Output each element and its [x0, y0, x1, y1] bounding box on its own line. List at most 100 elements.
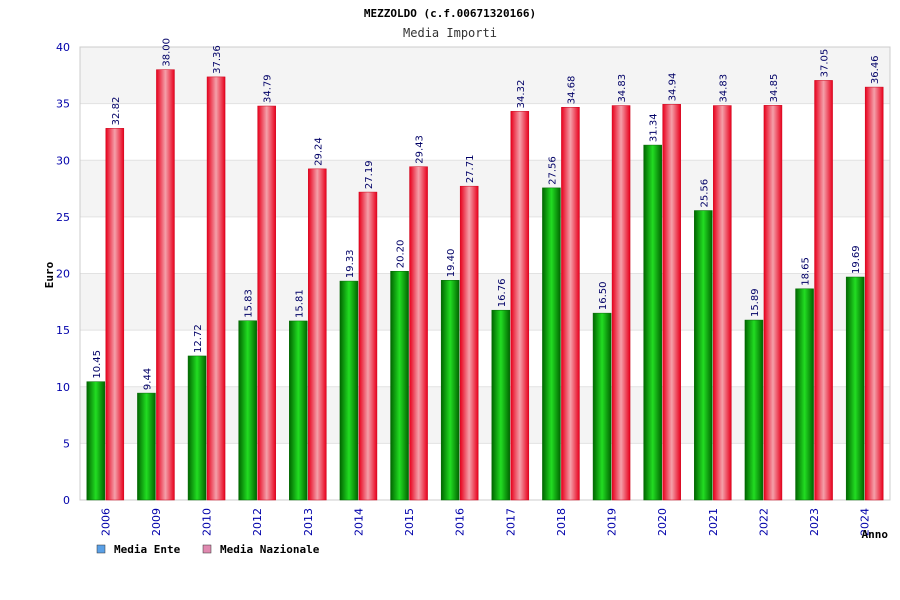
y-tick-label: 40: [56, 41, 70, 54]
bar-media-nazionale-2019: [611, 105, 631, 501]
data-label-media-nazionale-2015: 29.43: [415, 135, 426, 164]
data-label-media-nazionale-2022: 34.85: [769, 74, 780, 103]
data-label-media-nazionale-2023: 37.05: [820, 49, 831, 78]
bar-media-nazionale-2016: [459, 185, 479, 501]
bar-media-nazionale-2010: [206, 76, 226, 501]
bar-media-ente-2009: [137, 392, 156, 501]
chart-title: MEZZOLDO (c.f.00671320166): [364, 7, 536, 20]
x-tick-label-2019: 2019: [606, 508, 619, 536]
bar-media-ente-2019: [592, 312, 612, 501]
x-axis-ticks: 2006 2009 2010 2012 2013 2014 2015 2016 2017 2018…: [99, 508, 871, 536]
legend-swatch-media-nazionale: [202, 544, 212, 554]
x-tick-label-2009: 2009: [150, 508, 163, 536]
x-tick-label-2023: 2023: [808, 508, 821, 536]
data-label-media-ente-2017: 16.76: [497, 279, 508, 308]
bar-media-ente-2017: [491, 309, 511, 501]
y-tick-label: 30: [56, 154, 70, 167]
x-tick-label-2018: 2018: [555, 508, 568, 536]
data-label-media-ente-2015: 20.20: [396, 240, 407, 269]
bar-media-ente-2006: [86, 381, 106, 501]
data-label-media-nazionale-2021: 34.83: [718, 74, 729, 103]
bar-media-nazionale-2012: [257, 105, 276, 501]
data-label-media-nazionale-2010: 37.36: [212, 45, 223, 74]
x-tick-label-2013: 2013: [302, 508, 315, 536]
data-label-media-ente-2012: 15.83: [244, 289, 255, 318]
x-tick-label-2006: 2006: [99, 508, 112, 536]
bar-media-ente-2024: [845, 276, 865, 501]
y-tick-label: 5: [63, 437, 70, 450]
data-label-media-ente-2022: 15.89: [750, 288, 761, 317]
data-label-media-nazionale-2020: 34.94: [668, 73, 679, 102]
bar-media-ente-2012: [238, 320, 257, 501]
y-tick-label: 10: [56, 381, 70, 394]
y-tick-label: 25: [56, 211, 70, 224]
bar-media-nazionale-2009: [156, 69, 175, 501]
legend-label-media-ente: Media Ente: [114, 543, 181, 556]
data-label-media-ente-2013: 15.81: [294, 289, 305, 318]
data-label-media-ente-2009: 9.44: [142, 368, 153, 390]
data-label-media-ente-2014: 19.33: [345, 249, 356, 278]
y-tick-label: 0: [63, 494, 70, 507]
bar-media-nazionale-2022: [763, 105, 783, 501]
x-tick-label-2020: 2020: [656, 508, 669, 536]
y-axis-ticks: 0 5 10 15 20 25 30 35 40: [56, 41, 70, 507]
data-label-media-nazionale-2018: 34.68: [566, 76, 577, 105]
data-label-media-nazionale-2012: 34.79: [263, 74, 274, 103]
data-label-media-ente-2021: 25.56: [699, 179, 710, 208]
x-tick-label-2021: 2021: [707, 508, 720, 536]
bar-media-ente-2021: [694, 210, 713, 501]
data-label-media-nazionale-2024: 36.46: [870, 55, 881, 84]
legend-label-media-nazionale: Media Nazionale: [220, 543, 320, 556]
x-tick-label-2016: 2016: [454, 508, 467, 536]
bar-media-nazionale-2024: [864, 86, 884, 501]
bar-media-nazionale-2017: [510, 111, 530, 501]
data-label-media-nazionale-2006: 32.82: [111, 97, 122, 126]
x-tick-label-2015: 2015: [403, 508, 416, 536]
x-tick-label-2024: 2024: [859, 508, 872, 536]
bars: [86, 69, 884, 501]
bar-media-ente-2018: [542, 187, 561, 501]
data-label-media-ente-2006: 10.45: [92, 350, 103, 379]
bar-media-nazionale-2015: [409, 166, 428, 501]
x-axis-title: Anno: [862, 528, 889, 541]
data-label-media-ente-2018: 27.56: [547, 156, 558, 185]
bar-media-ente-2010: [187, 355, 207, 501]
plot-frame: [79, 46, 891, 501]
data-label-media-nazionale-2019: 34.83: [617, 74, 628, 103]
x-tick-label-2010: 2010: [201, 508, 214, 536]
y-tick-label: 35: [56, 98, 70, 111]
data-label-media-nazionale-2009: 38.00: [161, 38, 172, 67]
bar-media-ente-2020: [643, 144, 662, 501]
x-tick-label-2014: 2014: [352, 508, 365, 536]
x-tick-label-2022: 2022: [757, 508, 770, 536]
bar-media-ente-2014: [339, 280, 359, 501]
y-tick-label: 20: [56, 268, 70, 281]
data-label-media-ente-2019: 16.50: [598, 281, 609, 310]
legend: Media Ente Media Nazionale: [96, 543, 320, 556]
bar-media-nazionale-2021: [713, 105, 732, 501]
x-tick-label-2017: 2017: [504, 508, 517, 536]
bar-media-nazionale-2006: [105, 128, 125, 501]
bar-media-nazionale-2023: [814, 80, 833, 501]
x-tick-label-2012: 2012: [251, 508, 264, 536]
y-tick-label: 15: [56, 324, 70, 337]
bar-media-nazionale-2018: [561, 106, 580, 501]
legend-swatch-media-ente: [96, 544, 106, 554]
data-label-media-ente-2023: 18.65: [801, 257, 812, 286]
bar-media-ente-2015: [390, 270, 409, 501]
bar-media-ente-2013: [289, 320, 308, 501]
bar-media-ente-2016: [440, 280, 460, 501]
bar-media-nazionale-2014: [358, 191, 378, 501]
data-label-media-nazionale-2017: 34.32: [516, 80, 527, 109]
data-labels: 10.45 32.82 9.44 38.00 12.72 37.36 15.83 34.79 1…: [92, 38, 881, 390]
data-label-media-ente-2020: 31.34: [649, 113, 660, 142]
data-label-media-ente-2016: 19.40: [446, 249, 457, 278]
bar-media-ente-2023: [795, 288, 814, 501]
data-label-media-nazionale-2014: 27.19: [364, 160, 375, 189]
data-label-media-nazionale-2013: 29.24: [313, 137, 324, 166]
data-label-media-nazionale-2016: 27.71: [465, 155, 476, 184]
chart-subtitle: Media Importi: [403, 26, 497, 40]
data-label-media-ente-2024: 19.69: [851, 245, 862, 274]
bar-media-ente-2022: [744, 319, 764, 501]
